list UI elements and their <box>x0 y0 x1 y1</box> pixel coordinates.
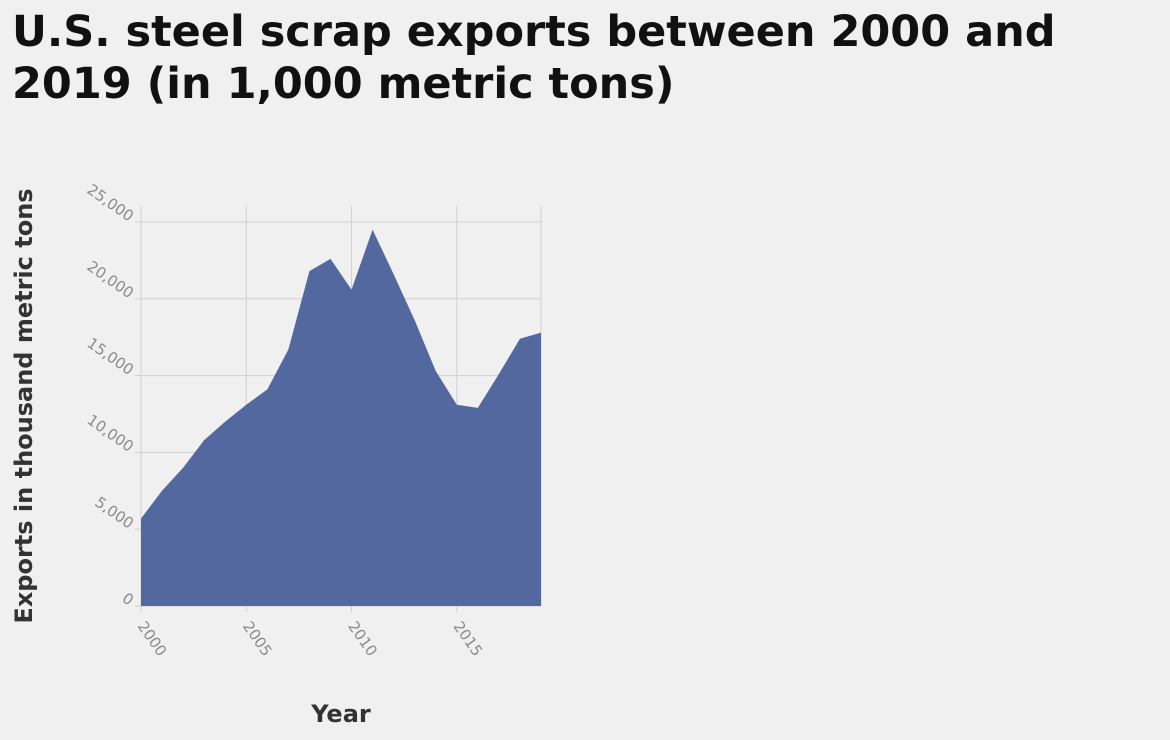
y-tick-label: 25,000 <box>84 180 137 225</box>
y-tick-label: 10,000 <box>84 411 137 456</box>
y-tick-label: 0 <box>119 589 137 609</box>
y-tick-labels: 0 5,000 10,000 15,000 20,000 25,000 <box>84 180 137 609</box>
tick-marks <box>135 221 458 612</box>
y-axis-title: Exports in thousand metric tons <box>10 188 38 623</box>
x-tick-label: 2000 <box>134 618 171 660</box>
y-tick-label: 15,000 <box>84 334 137 379</box>
y-tick-label: 5,000 <box>92 493 138 532</box>
x-axis-title: Year <box>310 700 371 728</box>
x-tick-labels: 2000 2005 2010 2015 <box>134 618 486 660</box>
x-tick-label: 2015 <box>450 618 487 660</box>
x-tick-label: 2005 <box>239 618 276 660</box>
y-tick-label: 20,000 <box>84 257 137 302</box>
x-tick-label: 2010 <box>344 618 381 660</box>
exports-area <box>141 229 541 606</box>
chart-title: U.S. steel scrap exports between 2000 an… <box>12 7 1056 109</box>
plot-area <box>141 229 541 606</box>
